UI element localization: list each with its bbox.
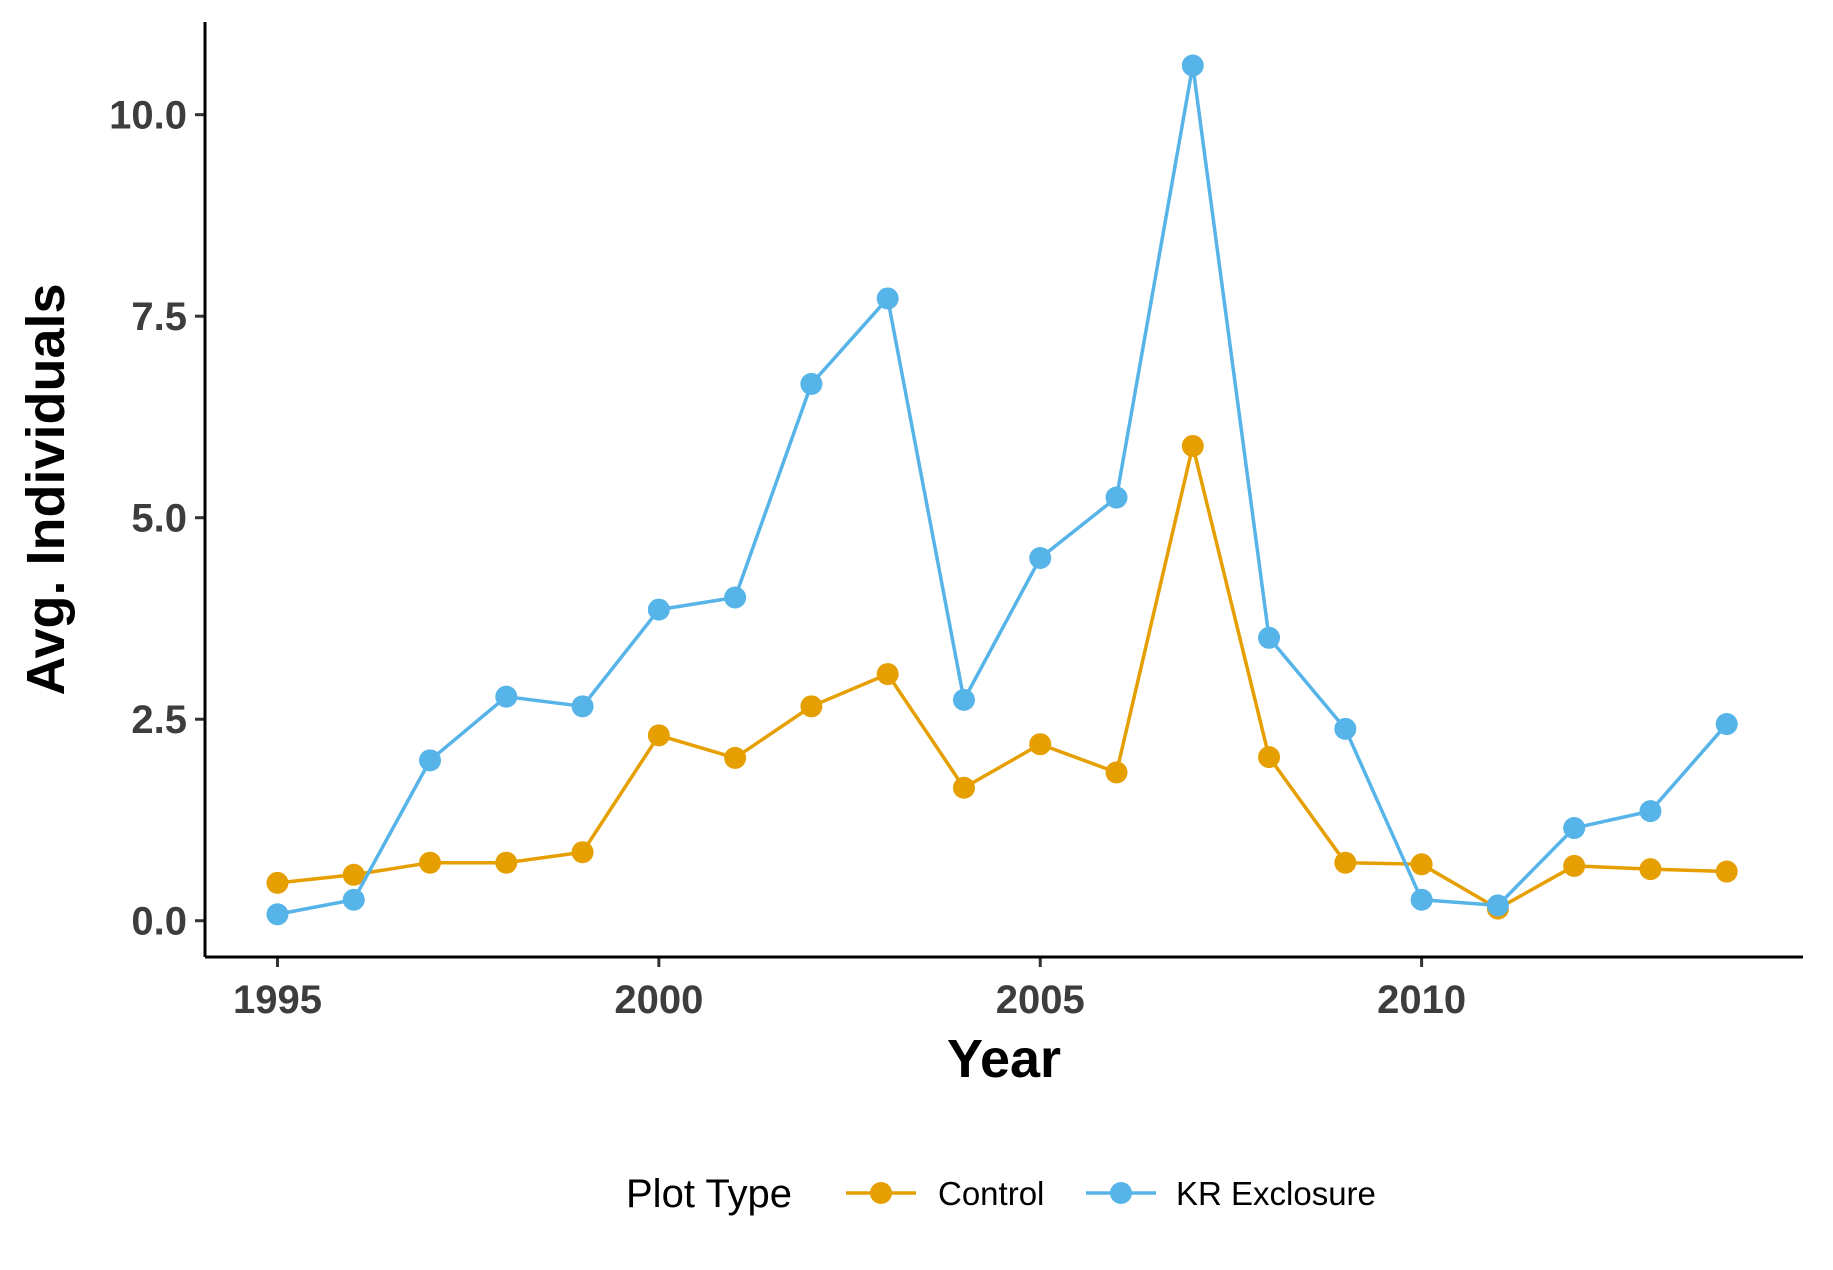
data-point [647, 598, 670, 621]
x-tick-label: 2000 [614, 978, 703, 1022]
x-axis-ticks: 1995 2000 2005 2010 [233, 957, 1466, 1022]
data-point [1410, 853, 1433, 876]
data-point [800, 695, 823, 718]
data-point [952, 688, 975, 711]
data-point [647, 724, 670, 747]
x-tick-label: 2005 [996, 978, 1085, 1022]
data-point [266, 871, 289, 894]
legend-entry-label: KR Exclosure [1176, 1175, 1376, 1212]
data-point [495, 851, 518, 874]
legend: Plot Type Control KR Exclosure [626, 1172, 1376, 1216]
data-point [1181, 54, 1204, 77]
data-point [1334, 717, 1357, 740]
data-point [419, 749, 442, 772]
x-axis-title: Year [947, 1029, 1061, 1089]
y-tick-label: 2.5 [131, 698, 187, 742]
legend-title: Plot Type [626, 1172, 792, 1216]
y-tick-label: 7.5 [131, 295, 187, 339]
series-layer [266, 54, 1738, 926]
data-point [952, 776, 975, 799]
data-point [1029, 733, 1052, 756]
series-control [266, 434, 1738, 920]
y-axis-title: Avg. Individuals [16, 283, 76, 695]
data-point [1181, 434, 1204, 457]
data-point [1563, 817, 1586, 840]
data-point [1105, 761, 1128, 784]
series-line [277, 444, 1727, 911]
data-point [800, 372, 823, 395]
legend-entry-label: Control [938, 1175, 1044, 1212]
data-point [724, 586, 747, 609]
x-tick-label: 2010 [1377, 978, 1466, 1022]
data-point [495, 685, 518, 708]
series-line [277, 63, 1729, 916]
data-point [1258, 626, 1281, 649]
data-point [876, 663, 899, 686]
data-point [1563, 854, 1586, 877]
data-point [571, 695, 594, 718]
data-point [1715, 860, 1738, 883]
legend-key-point [870, 1182, 892, 1204]
series-kr-exclosure [266, 54, 1738, 926]
data-point [266, 903, 289, 926]
data-point [1715, 713, 1738, 736]
data-point [1410, 888, 1433, 911]
legend-key-point [1110, 1182, 1132, 1204]
data-point [1334, 851, 1357, 874]
data-point [1105, 486, 1128, 509]
data-point [724, 746, 747, 769]
y-axis-ticks: 0.0 2.5 5.0 7.5 10.0 [109, 94, 205, 944]
y-tick-label: 0.0 [131, 900, 187, 944]
data-point [419, 851, 442, 874]
y-tick-label: 5.0 [131, 497, 187, 541]
data-point [876, 287, 899, 310]
data-point [342, 863, 365, 886]
y-tick-label: 10.0 [109, 94, 187, 138]
data-point [342, 888, 365, 911]
x-tick-label: 1995 [233, 978, 322, 1022]
data-point [1639, 858, 1662, 881]
data-point [571, 841, 594, 864]
data-point [1029, 547, 1052, 570]
data-point [1258, 746, 1281, 769]
data-point [1486, 894, 1509, 917]
data-point [1639, 800, 1662, 823]
